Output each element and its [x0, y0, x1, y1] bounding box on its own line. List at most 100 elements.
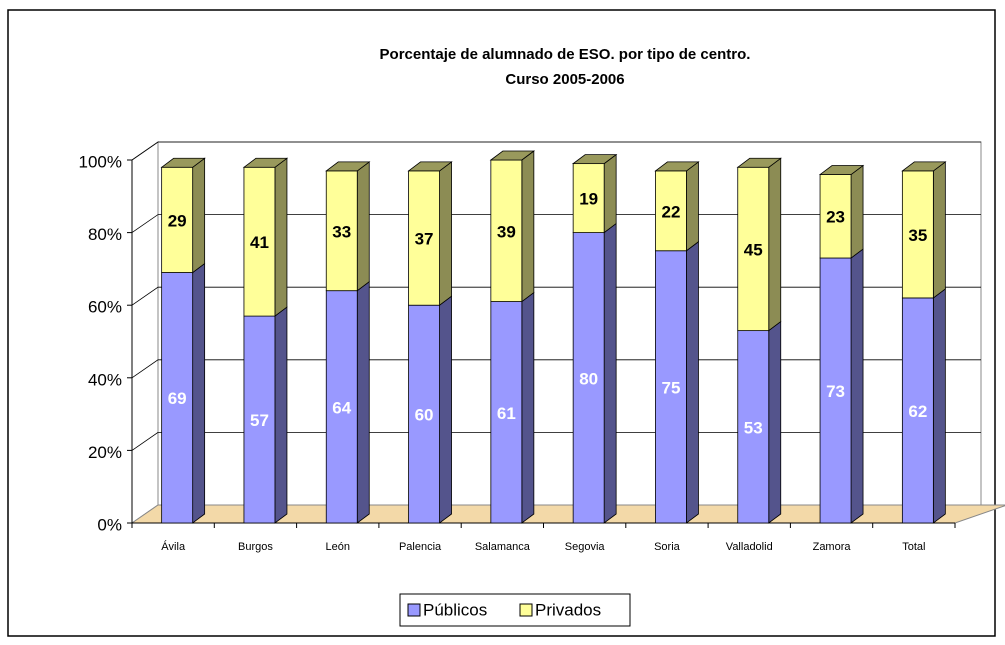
- bar-side: [603, 153, 617, 234]
- bar: [408, 295, 452, 524]
- data-label: 57: [250, 411, 269, 430]
- bar-side: [603, 222, 617, 524]
- x-tick-label: Ávila: [161, 540, 186, 553]
- bar-side: [932, 161, 946, 299]
- y-tick-label: 0%: [97, 515, 122, 534]
- data-label: 29: [168, 211, 187, 230]
- bar-top: [901, 161, 947, 172]
- data-label: 80: [579, 369, 598, 388]
- side-wall: [131, 141, 159, 524]
- bar-front: [572, 232, 605, 524]
- bar-top: [571, 154, 618, 165]
- bar: [901, 288, 946, 524]
- x-tick-label: Total: [902, 541, 925, 553]
- bar-front: [490, 159, 523, 302]
- bar-front: [243, 315, 276, 524]
- bar-front: [161, 166, 194, 273]
- bar-side: [356, 280, 370, 524]
- bar-front: [737, 166, 770, 332]
- bar-front: [655, 170, 687, 252]
- bar-front: [325, 170, 358, 292]
- grid-line: [131, 141, 981, 161]
- data-label: 73: [826, 382, 845, 401]
- x-tick-label: Palencia: [399, 541, 442, 553]
- bar: [325, 280, 370, 524]
- chart-title: Porcentaje de alumnado de ESO. por tipo …: [380, 46, 751, 63]
- bar-side: [850, 248, 864, 524]
- x-tick-label: Burgos: [238, 541, 273, 553]
- y-tick-label: 40%: [88, 370, 122, 389]
- data-label: 37: [415, 230, 434, 249]
- bar-front: [161, 272, 194, 524]
- bar: [489, 150, 536, 303]
- bar-side: [686, 161, 699, 252]
- legend-box: [399, 593, 631, 627]
- bar-side: [768, 320, 782, 524]
- bar: [655, 240, 699, 524]
- bar: [243, 306, 288, 524]
- data-label: 39: [497, 222, 516, 241]
- legend-swatch: [407, 603, 421, 617]
- bar-top: [407, 161, 453, 172]
- x-tick-label: León: [326, 541, 350, 553]
- bar-front: [325, 290, 358, 524]
- bar-front: [819, 174, 852, 259]
- data-label: 23: [826, 208, 845, 227]
- x-tick-label: Zamora: [813, 541, 852, 553]
- data-label: 53: [744, 418, 763, 437]
- chart-subtitle: Curso 2005-2006: [505, 71, 624, 88]
- bar-front: [243, 166, 276, 317]
- data-label: 69: [168, 389, 187, 408]
- bar-side: [356, 161, 370, 292]
- data-label: 45: [744, 240, 763, 259]
- x-tick-label: Valladolid: [726, 541, 773, 553]
- grid-line: [131, 214, 981, 233]
- data-label: 41: [250, 233, 269, 252]
- y-tick-label: 20%: [88, 443, 122, 462]
- data-label: 75: [661, 378, 680, 397]
- bar-top: [242, 157, 289, 168]
- bar-side: [768, 157, 782, 332]
- legend: Públicos Privados: [399, 593, 631, 627]
- data-label: 64: [332, 398, 351, 417]
- bar: [736, 157, 782, 332]
- grid-line: [131, 431, 981, 451]
- bar-side: [274, 157, 288, 317]
- bar-top: [325, 161, 371, 172]
- bar: [160, 157, 206, 274]
- bar: [737, 320, 782, 524]
- bar-front: [655, 250, 687, 524]
- legend-label: Públicos: [423, 600, 487, 619]
- grid-line: [131, 286, 981, 306]
- data-label: 22: [661, 202, 680, 221]
- y-tick-label: 80%: [88, 225, 122, 244]
- bar-top: [160, 157, 206, 168]
- bar-side: [521, 150, 535, 303]
- bar-top: [818, 165, 865, 175]
- bar-side: [192, 262, 206, 524]
- bar: [572, 222, 617, 524]
- x-tick-label: Soria: [654, 541, 681, 553]
- data-label: 60: [415, 406, 434, 425]
- bar: [407, 161, 453, 307]
- bar-side: [439, 295, 452, 524]
- bar-front: [901, 297, 934, 524]
- data-label: 35: [908, 226, 927, 245]
- bar-front: [408, 304, 440, 524]
- bar-top: [736, 157, 782, 168]
- x-tick-label: Salamanca: [475, 541, 531, 553]
- bar: [901, 161, 947, 299]
- data-label: 33: [332, 222, 351, 241]
- data-label: 19: [579, 190, 598, 209]
- bar: [818, 164, 865, 259]
- y-tick-label: 60%: [88, 298, 122, 317]
- bar-side: [686, 240, 699, 524]
- bar-side: [192, 157, 206, 274]
- bar-side: [521, 291, 535, 524]
- bar-side: [274, 306, 288, 524]
- bar: [325, 161, 371, 292]
- bar-side: [932, 288, 946, 524]
- legend-label: Privados: [535, 600, 601, 619]
- legend-swatch: [519, 603, 533, 617]
